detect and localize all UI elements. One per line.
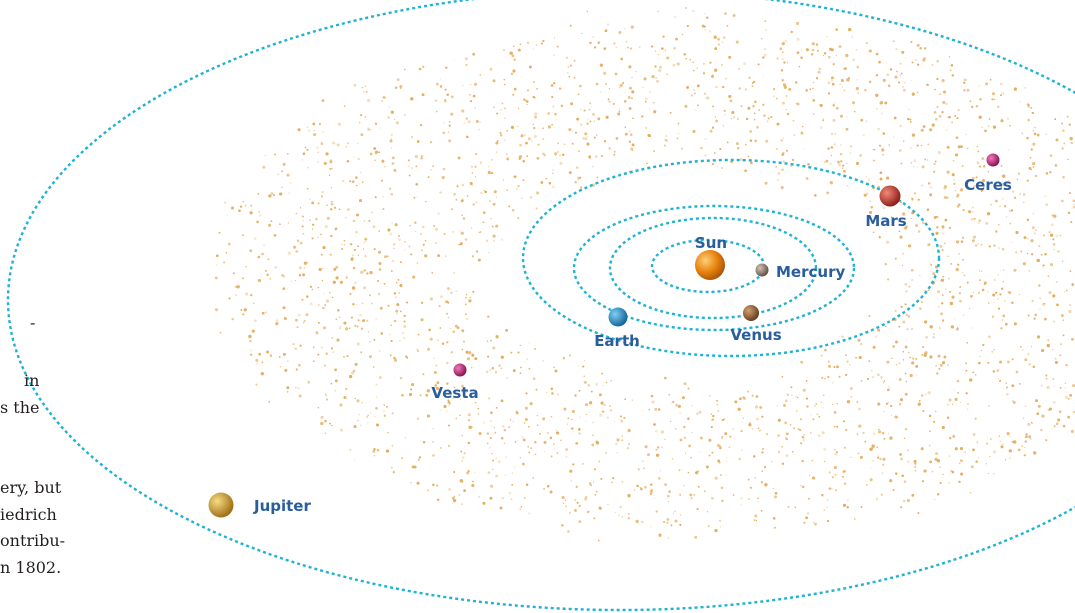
- ceres-label: Ceres: [964, 176, 1012, 194]
- mars-icon: [879, 185, 901, 207]
- asteroid-belt: [214, 7, 1075, 542]
- venus-label: Venus: [730, 326, 781, 344]
- side-text-line: ery, but: [0, 478, 62, 497]
- jupiter-label: Jupiter: [253, 497, 311, 515]
- mars-orbit: [521, 158, 941, 358]
- sun-label: Sun: [695, 234, 727, 252]
- jupiter-icon: [208, 492, 234, 518]
- venus-icon: [743, 305, 759, 321]
- side-text-line: ontribu-: [0, 531, 66, 550]
- mercury-label: Mercury: [776, 263, 845, 281]
- side-text-line: n 1802.: [0, 558, 62, 577]
- side-text-line: -: [30, 313, 36, 332]
- venus-orbit: [608, 216, 818, 320]
- earth-label: Earth: [594, 332, 640, 350]
- ceres-icon: [986, 153, 1000, 167]
- vesta-icon: [453, 363, 467, 377]
- vesta-label: Vesta: [431, 384, 478, 402]
- mars-label: Mars: [865, 212, 906, 230]
- sun-icon: [695, 250, 725, 280]
- earth-icon: [608, 307, 628, 327]
- mercury-icon: [755, 263, 769, 277]
- side-text-line: s the: [0, 398, 40, 417]
- earth-orbit: [572, 204, 856, 332]
- side-text-line: iedrich: [0, 505, 57, 524]
- side-text-line: in: [24, 371, 40, 390]
